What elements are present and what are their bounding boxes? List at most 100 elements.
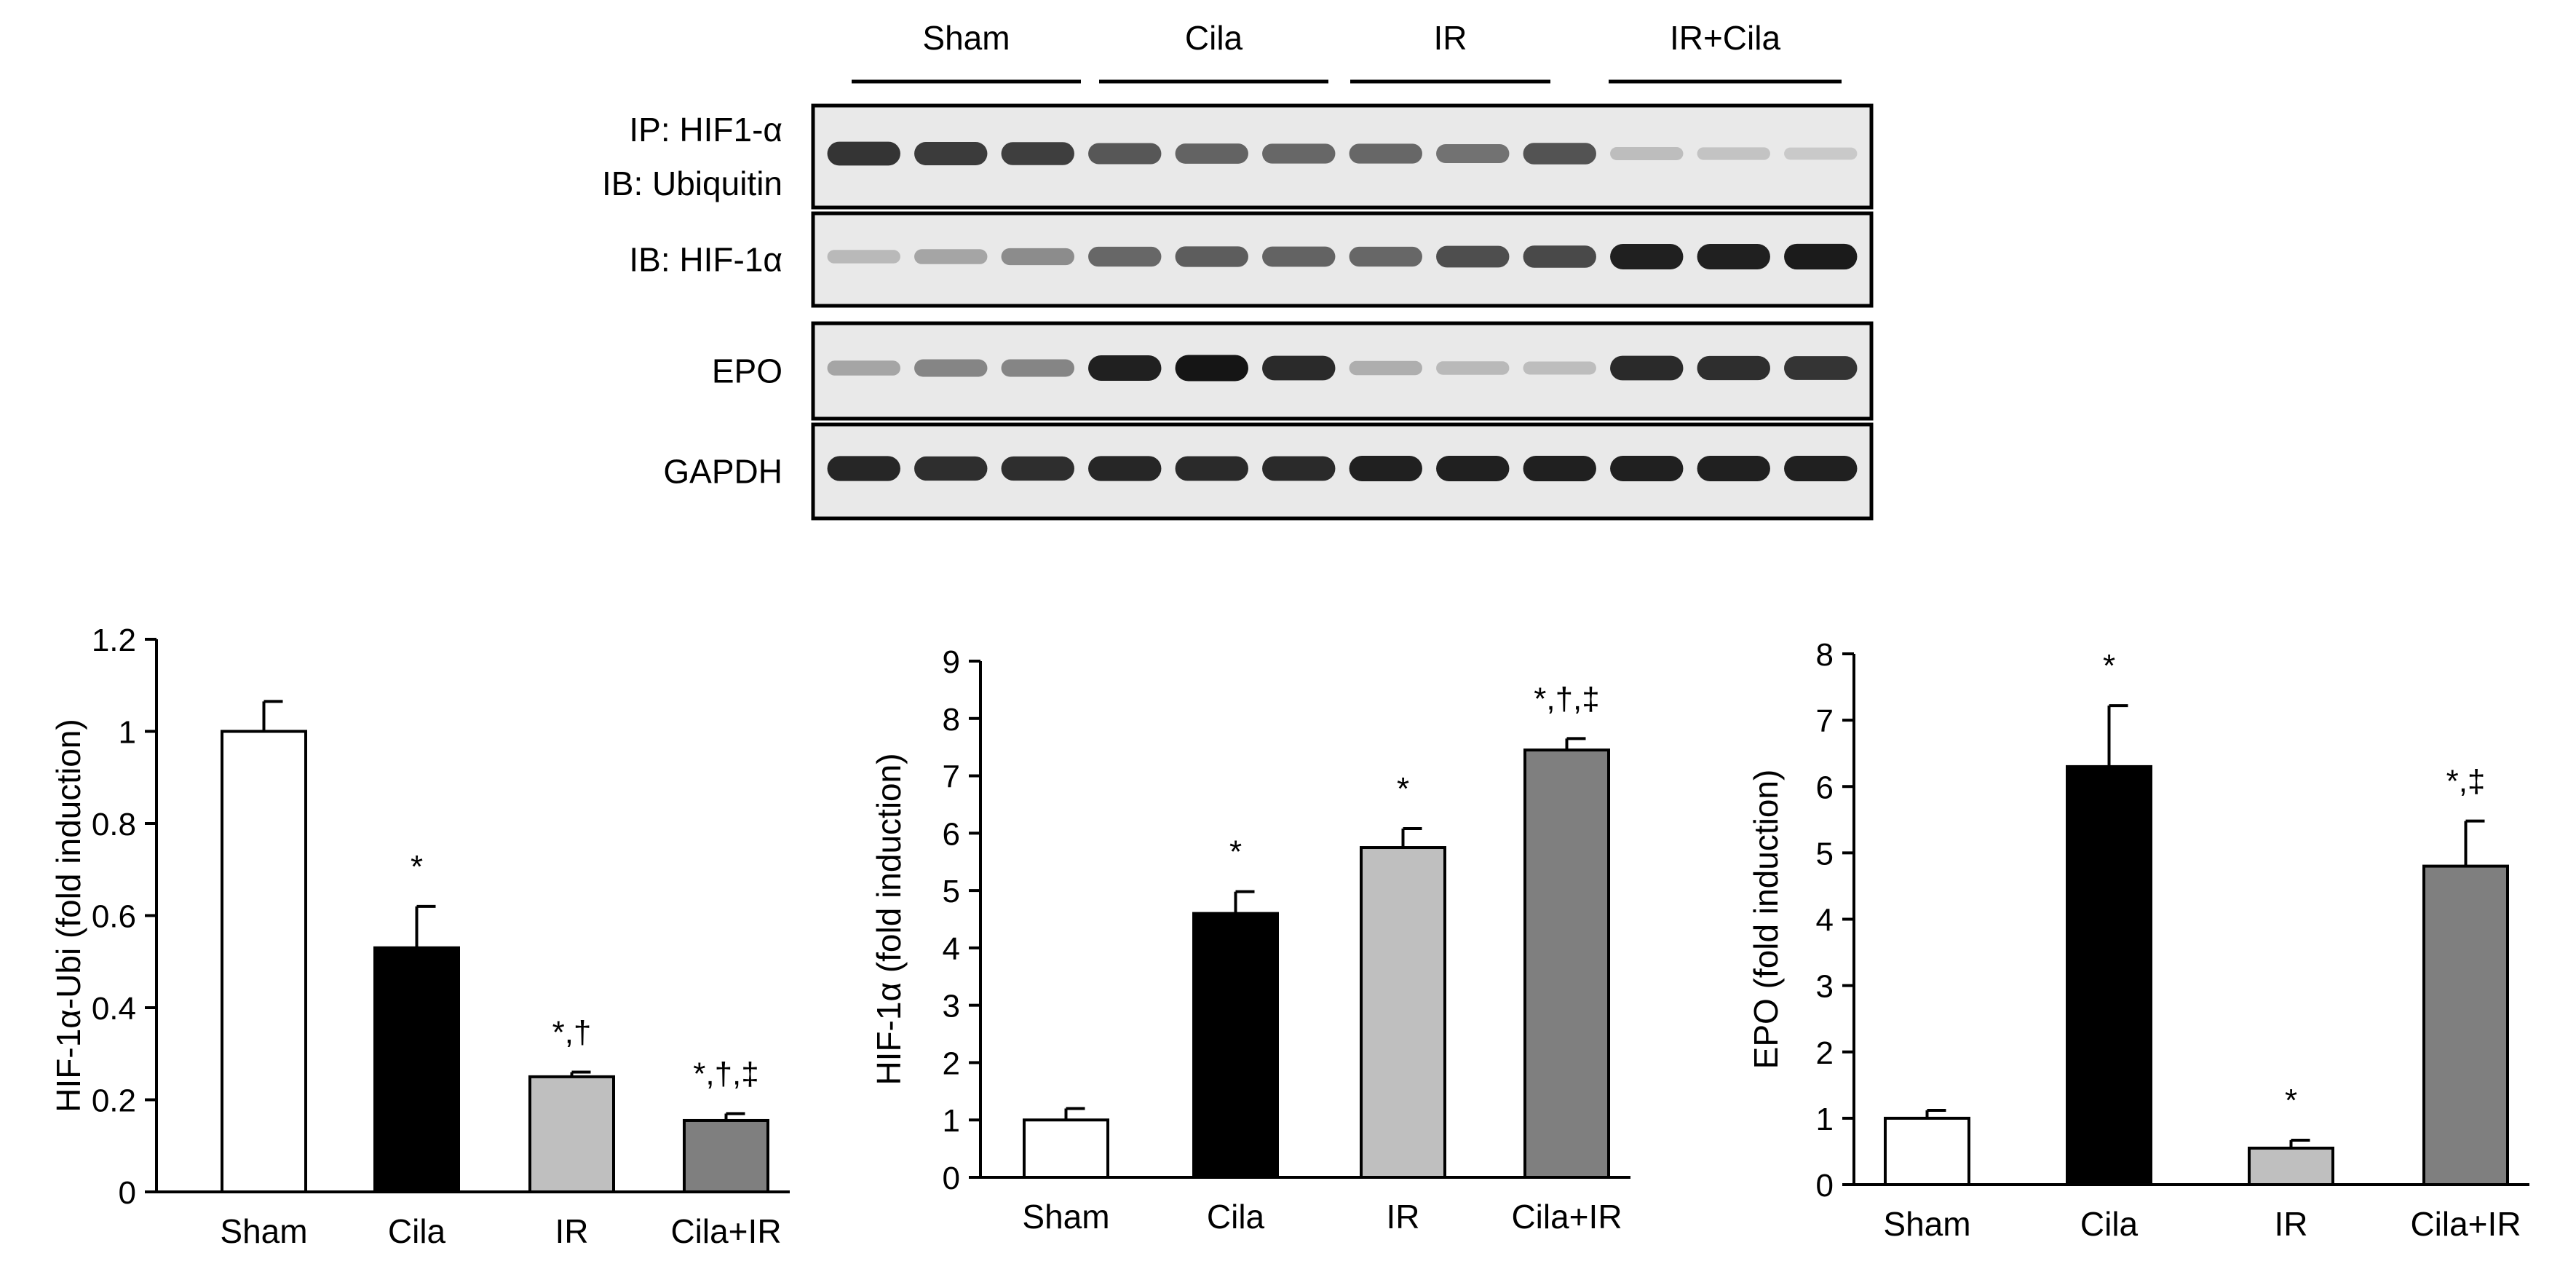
x-category-label: IR bbox=[1387, 1198, 1420, 1236]
bar bbox=[683, 1118, 769, 1194]
significance-label: * bbox=[1229, 834, 1242, 870]
blot-row-label: EPO bbox=[712, 352, 782, 390]
blot-group-label: IR bbox=[1434, 19, 1467, 57]
blot-band bbox=[1088, 456, 1162, 481]
blot-row-label: IP: HIF1-α bbox=[629, 111, 782, 149]
y-axis-label: HIF-1α-Ubi (fold induction) bbox=[49, 719, 87, 1112]
bar bbox=[1523, 748, 1610, 1180]
significance-label: * bbox=[1397, 771, 1409, 807]
y-tick-label: 0.2 bbox=[92, 1083, 136, 1119]
blot-band bbox=[1436, 245, 1510, 268]
blot-band bbox=[914, 456, 988, 481]
bar-chart-1: 0 0.2 0.4 0.6 0.8 1 1.2 HIF-1α-Ubi (fold induct… bbox=[49, 623, 790, 1250]
blot-band bbox=[1523, 143, 1596, 165]
bar bbox=[1884, 1116, 1970, 1186]
x-category-label: Cila bbox=[2080, 1205, 2139, 1243]
blot-band bbox=[1523, 245, 1596, 268]
bar bbox=[2066, 764, 2152, 1186]
blot-row-label: GAPDH bbox=[663, 453, 782, 491]
blot-band bbox=[1088, 143, 1162, 165]
y-tick-label: 7 bbox=[1816, 703, 1834, 739]
y-tick-label: 9 bbox=[943, 644, 960, 680]
blot-band bbox=[1784, 243, 1858, 270]
y-tick-label: 1 bbox=[943, 1103, 960, 1139]
y-tick-label: 0 bbox=[1816, 1168, 1834, 1204]
blot-band bbox=[827, 360, 900, 376]
blot-band bbox=[1610, 456, 1684, 481]
blot-band bbox=[1610, 147, 1684, 160]
blot-band bbox=[1784, 356, 1858, 380]
blot-row-label: IB: HIF-1α bbox=[629, 241, 782, 279]
blot-band bbox=[1175, 246, 1248, 267]
bar bbox=[2248, 1146, 2334, 1186]
y-tick-label: 7 bbox=[943, 759, 960, 795]
y-tick-label: 5 bbox=[943, 874, 960, 909]
y-tick-label: 4 bbox=[1816, 903, 1834, 939]
blot-band bbox=[1349, 143, 1422, 164]
blot-band bbox=[827, 456, 900, 481]
blot-band bbox=[827, 141, 900, 166]
blot-band bbox=[1001, 359, 1074, 377]
y-tick-label: 1 bbox=[119, 715, 136, 751]
blot-membrane bbox=[811, 422, 1874, 521]
blot-band bbox=[1349, 456, 1422, 481]
blot-band bbox=[1697, 244, 1770, 269]
blot-row-label: IB: Ubiquitin bbox=[602, 165, 782, 202]
significance-label: * bbox=[411, 849, 423, 885]
y-tick-label: 6 bbox=[1816, 770, 1834, 805]
x-category-label: Sham bbox=[1022, 1198, 1109, 1236]
blot-band bbox=[1784, 456, 1858, 481]
blot-band bbox=[1436, 143, 1510, 164]
y-tick-label: 8 bbox=[1816, 637, 1834, 673]
y-tick-label: 8 bbox=[943, 702, 960, 738]
bar bbox=[1192, 912, 1279, 1179]
y-tick-label: 0 bbox=[943, 1161, 960, 1196]
blot-band bbox=[1697, 147, 1770, 160]
x-category-label: Sham bbox=[220, 1212, 307, 1250]
bar-chart-2: 0 1 2 3 4 5 6 7 8 9 HIF-1α (fold induction) Sham * Ci… bbox=[870, 644, 1630, 1236]
y-tick-label: 1 bbox=[1816, 1102, 1834, 1137]
blot-band bbox=[1349, 246, 1422, 267]
blot-band bbox=[1088, 246, 1162, 267]
y-tick-label: 0 bbox=[119, 1175, 136, 1211]
y-tick-label: 6 bbox=[943, 816, 960, 852]
bar bbox=[2422, 864, 2509, 1186]
significance-label: * bbox=[2285, 1083, 2297, 1118]
x-category-label: Cila bbox=[1207, 1198, 1265, 1236]
bar-chart-3: 0 1 2 3 4 5 6 7 8 EPO (fold induction) Sham * Cila * I… bbox=[1747, 637, 2529, 1243]
bar bbox=[373, 946, 460, 1194]
y-tick-label: 3 bbox=[943, 989, 960, 1024]
bar bbox=[1023, 1118, 1109, 1179]
bar bbox=[528, 1075, 615, 1193]
blot-band bbox=[1175, 355, 1248, 382]
y-tick-label: 1.2 bbox=[92, 623, 136, 658]
significance-label: *,† bbox=[552, 1015, 592, 1051]
western-blot-panel: Sham Cila IR IR+Cila IP: HIF1-α IB: Ubiquitin… bbox=[602, 19, 1874, 521]
y-tick-label: 0.8 bbox=[92, 807, 136, 842]
blot-band bbox=[1436, 361, 1510, 375]
blot-band bbox=[1262, 246, 1336, 267]
blot-band bbox=[1262, 355, 1336, 381]
blot-band bbox=[1523, 361, 1596, 375]
blot-band bbox=[1001, 456, 1074, 481]
y-tick-label: 0.4 bbox=[92, 991, 136, 1027]
blot-band bbox=[1001, 248, 1074, 266]
blot-membrane bbox=[811, 321, 1874, 421]
y-axis-label: EPO (fold induction) bbox=[1747, 770, 1785, 1070]
blot-band bbox=[1436, 456, 1510, 481]
x-category-label: IR bbox=[2275, 1205, 2308, 1243]
x-category-label: Cila+IR bbox=[670, 1212, 781, 1250]
blot-band bbox=[827, 250, 900, 264]
blot-band bbox=[1262, 456, 1336, 481]
significance-label: *,‡ bbox=[2446, 764, 2486, 799]
x-category-label: IR bbox=[555, 1212, 589, 1250]
blot-membrane bbox=[811, 211, 1874, 308]
significance-label: * bbox=[2103, 648, 2115, 684]
y-tick-label: 2 bbox=[943, 1046, 960, 1081]
y-tick-label: 5 bbox=[1816, 836, 1834, 872]
blot-band bbox=[1262, 143, 1336, 164]
blot-band bbox=[1697, 355, 1770, 381]
blot-group-label: Sham bbox=[922, 19, 1010, 57]
blot-band bbox=[1610, 244, 1684, 269]
